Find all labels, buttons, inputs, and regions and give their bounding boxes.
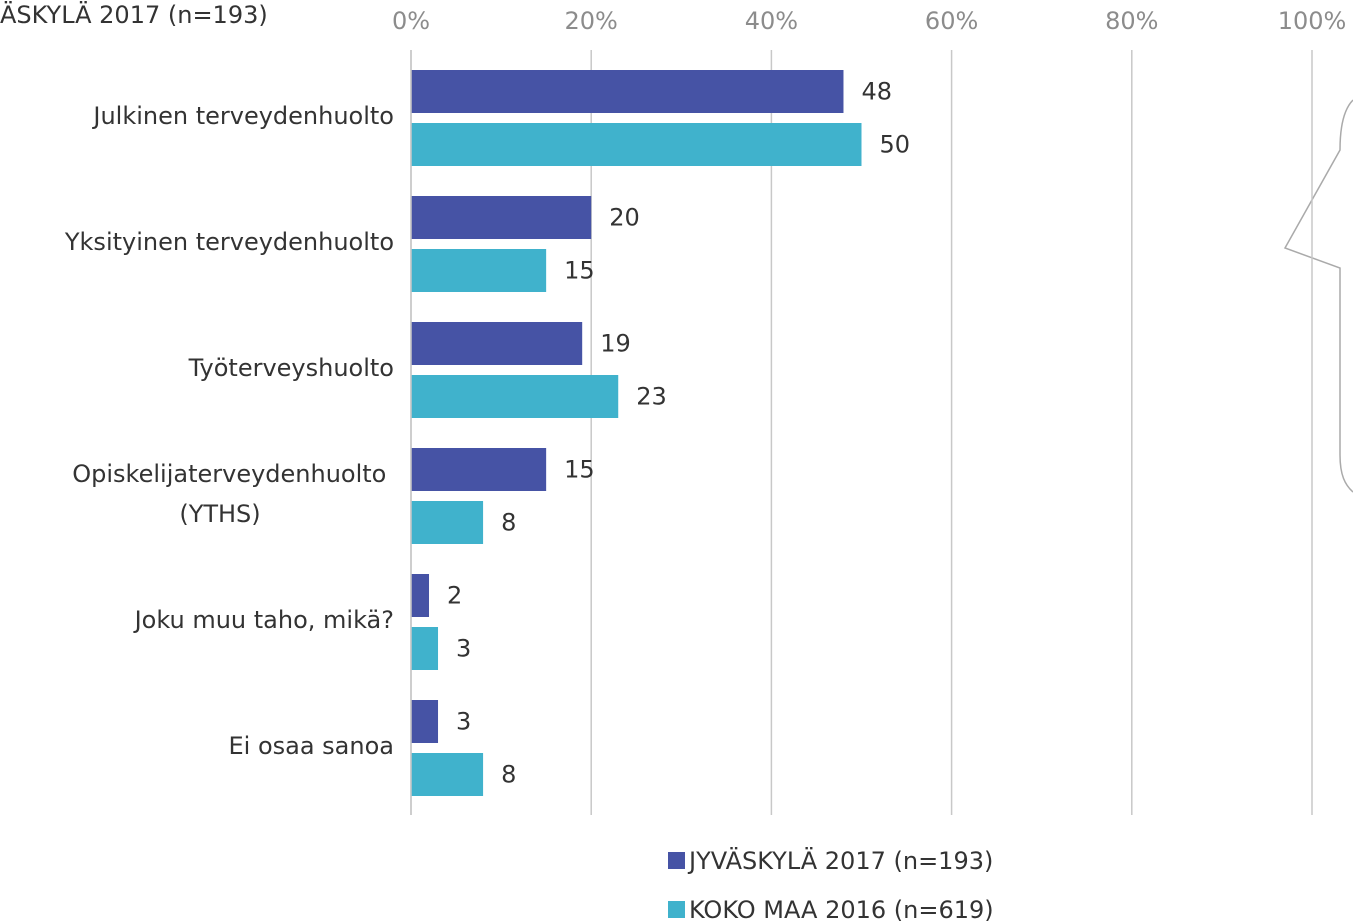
x-tick-label: 40%	[745, 7, 798, 35]
bar	[411, 501, 483, 544]
data-label: 8	[501, 509, 516, 537]
data-label: 8	[501, 761, 516, 789]
legend-swatch	[668, 852, 685, 869]
speech-bubble	[1285, 100, 1353, 492]
legend-label: KOKO MAA 2016 (n=619)	[689, 896, 994, 924]
bar	[411, 123, 862, 166]
data-label: 20	[609, 204, 640, 232]
category-label: Työterveyshuolto	[188, 354, 394, 382]
category-label: Ei osaa sanoa	[228, 732, 394, 760]
legend-label: JYVÄSKYLÄ 2017 (n=193)	[687, 846, 993, 875]
bar	[411, 574, 429, 617]
data-label: 23	[636, 383, 667, 411]
bar	[411, 70, 843, 113]
bar	[411, 322, 582, 365]
data-label: 15	[564, 456, 595, 484]
x-tick-label: 100%	[1278, 7, 1347, 35]
bar	[411, 448, 546, 491]
chart-subtitle: ÄSKYLÄ 2017 (n=193)	[0, 0, 268, 29]
data-label: 50	[880, 131, 911, 159]
legend-swatch	[668, 901, 685, 918]
chart: ÄSKYLÄ 2017 (n=193) 0% 20% 40% 60% 80% 100% Ju…	[0, 0, 1353, 924]
bar	[411, 753, 483, 796]
x-tick-label: 0%	[392, 7, 430, 35]
data-label: 3	[456, 708, 471, 736]
x-tick-label: 20%	[565, 7, 618, 35]
category-label: Yksityinen terveydenhuolto	[64, 228, 394, 256]
data-label: 3	[456, 635, 471, 663]
category-label: Joku muu taho, mikä?	[133, 606, 394, 634]
data-label: 2	[447, 582, 462, 610]
bar	[411, 700, 438, 743]
bar	[411, 375, 618, 418]
bar	[411, 196, 591, 239]
x-tick-label: 60%	[925, 7, 978, 35]
x-tick-label: 80%	[1105, 7, 1158, 35]
bar	[411, 627, 438, 670]
data-label: 15	[564, 257, 595, 285]
category-line: Opiskelijaterveydenhuolto	[72, 460, 394, 488]
data-label: 48	[861, 78, 892, 106]
data-label: 19	[600, 330, 631, 358]
category-label: Julkinen terveydenhuolto	[91, 102, 394, 130]
category-line: (YTHS)	[179, 500, 260, 528]
category-label: Opiskelijaterveydenhuolto (YTHS)	[72, 460, 394, 528]
bar	[411, 249, 546, 292]
